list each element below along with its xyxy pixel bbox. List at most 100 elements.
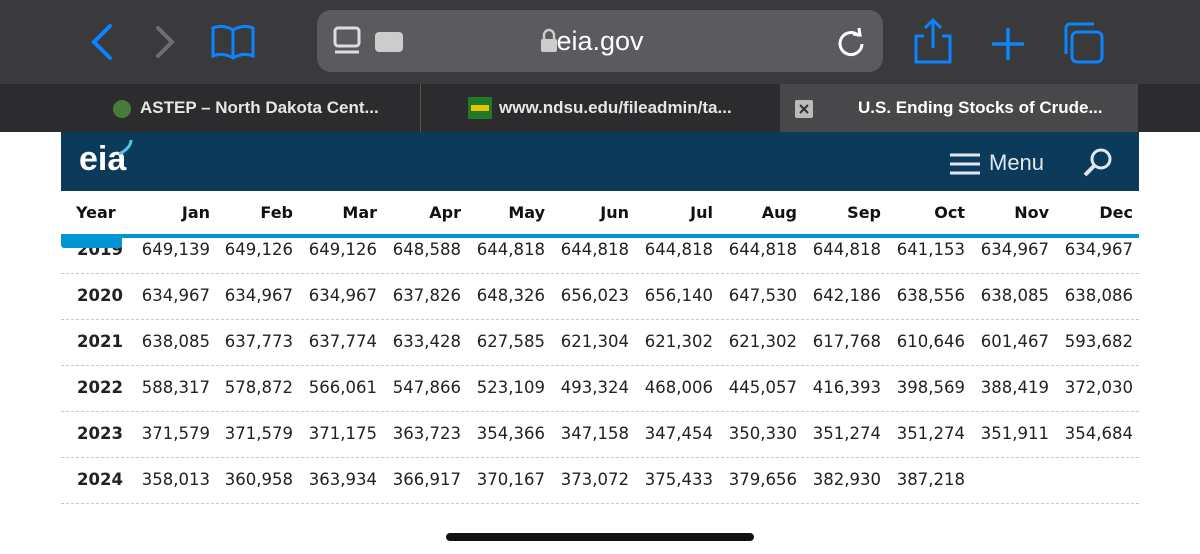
cell: 370,167	[476, 470, 545, 489]
column-header: Nov	[1014, 203, 1049, 222]
active-tab-bg	[780, 84, 1138, 132]
address-text: eia.gov	[556, 26, 644, 56]
cell: 644,818	[560, 240, 629, 259]
row-separator	[61, 365, 1139, 366]
row-year: 2019	[77, 240, 123, 259]
cell: 644,818	[728, 240, 797, 259]
bookmarks-button[interactable]	[211, 24, 255, 60]
cell: 633,428	[392, 332, 461, 351]
tab[interactable]: U.S. Ending Stocks of Crude...	[858, 98, 1103, 117]
cell: 358,013	[141, 470, 210, 489]
row-year: 2023	[77, 424, 123, 443]
cell: 601,467	[980, 332, 1049, 351]
cell: 593,682	[1064, 332, 1133, 351]
cell: 445,057	[728, 378, 797, 397]
row-separator	[61, 319, 1139, 320]
cell: 638,085	[141, 332, 210, 351]
cell: 363,934	[308, 470, 377, 489]
cell: 566,061	[308, 378, 377, 397]
favicon	[468, 97, 492, 119]
cell: 468,006	[644, 378, 713, 397]
cell: 637,773	[224, 332, 293, 351]
cell: 372,030	[1064, 378, 1133, 397]
cell: 350,330	[728, 424, 797, 443]
cell: 634,967	[141, 286, 210, 305]
cell: 588,317	[141, 378, 210, 397]
cell: 375,433	[644, 470, 713, 489]
cell: 547,866	[392, 378, 461, 397]
new-tab-button[interactable]	[992, 28, 1024, 60]
cell: 638,556	[896, 286, 965, 305]
cell: 387,218	[896, 470, 965, 489]
share-button[interactable]	[914, 34, 952, 64]
tab[interactable]: www.ndsu.edu/fileadmin/ta...	[499, 98, 732, 117]
cell: 634,967	[1064, 240, 1133, 259]
cell: 351,274	[812, 424, 881, 443]
cell: 634,967	[308, 286, 377, 305]
address-bar[interactable]: eia.gov	[317, 10, 883, 72]
search-button[interactable]	[1081, 146, 1115, 180]
cell: 398,569	[896, 378, 965, 397]
cell: 493,324	[560, 378, 629, 397]
tab[interactable]: ASTEP – North Dakota Cent...	[140, 98, 379, 117]
row-year: 2020	[77, 286, 123, 305]
cell: 642,186	[812, 286, 881, 305]
tabs-button[interactable]	[1070, 30, 1104, 64]
cell: 354,366	[476, 424, 545, 443]
column-header: Jul	[690, 203, 713, 222]
menu-icon	[950, 153, 980, 175]
cell: 382,930	[812, 470, 881, 489]
column-header: Oct	[934, 203, 965, 222]
reader-icons	[333, 26, 403, 54]
header-rule	[61, 234, 1139, 238]
cell: 379,656	[728, 470, 797, 489]
cell: 621,302	[728, 332, 797, 351]
cell: 360,958	[224, 470, 293, 489]
cell: 644,818	[644, 240, 713, 259]
row-year: 2024	[77, 470, 123, 489]
cell: 371,579	[141, 424, 210, 443]
cell: 634,967	[980, 240, 1049, 259]
cell: 351,911	[980, 424, 1049, 443]
cell: 647,530	[728, 286, 797, 305]
column-header: Year	[76, 203, 116, 222]
cell: 637,826	[392, 286, 461, 305]
column-header: Aug	[761, 203, 797, 222]
row-separator	[61, 457, 1139, 458]
cell: 648,588	[392, 240, 461, 259]
cell: 416,393	[812, 378, 881, 397]
cell: 610,646	[896, 332, 965, 351]
row-separator	[61, 503, 1139, 504]
cell: 347,454	[644, 424, 713, 443]
cell: 649,126	[224, 240, 293, 259]
cell: 371,175	[308, 424, 377, 443]
column-header: Jun	[600, 203, 629, 222]
column-header: Jan	[181, 203, 210, 222]
menu-button[interactable]: Menu	[989, 150, 1045, 175]
back-button[interactable]	[91, 24, 112, 60]
row-separator	[61, 273, 1139, 274]
column-header: Mar	[342, 203, 377, 222]
cell: 641,153	[896, 240, 965, 259]
row-year: 2021	[77, 332, 123, 351]
cell: 656,140	[644, 286, 713, 305]
logo-swoosh	[118, 139, 133, 156]
close-tab-button[interactable]	[795, 100, 813, 118]
cell: 621,304	[560, 332, 629, 351]
reload-button[interactable]	[835, 26, 867, 58]
cell: 637,774	[308, 332, 377, 351]
cell: 347,158	[560, 424, 629, 443]
cell: 366,917	[392, 470, 461, 489]
cell: 649,139	[141, 240, 210, 259]
cell: 644,818	[812, 240, 881, 259]
column-header: Apr	[429, 203, 461, 222]
cell: 388,419	[980, 378, 1049, 397]
cell: 363,723	[392, 424, 461, 443]
home-indicator	[446, 533, 754, 541]
site-logo[interactable]: eia	[79, 140, 127, 178]
forward-button[interactable]	[156, 26, 175, 58]
favicon	[113, 100, 131, 118]
nav-icons	[91, 24, 255, 60]
row-separator	[61, 411, 1139, 412]
